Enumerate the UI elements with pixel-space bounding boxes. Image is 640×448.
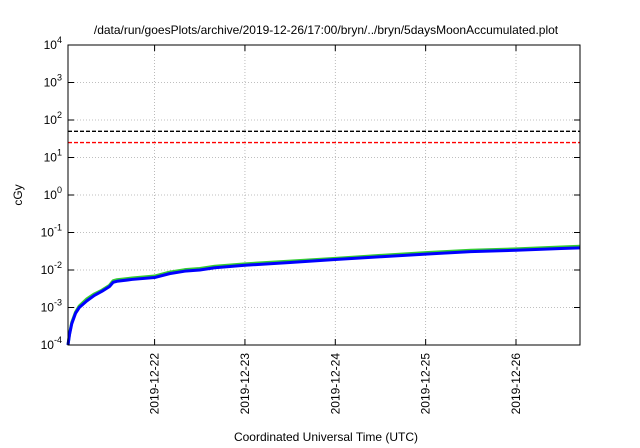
reference-lines bbox=[68, 130, 580, 144]
x-tick-label: 2019-12-25 bbox=[419, 353, 433, 415]
x-tick-label: 2019-12-24 bbox=[328, 353, 342, 415]
x-axis-label: Coordinated Universal Time (UTC) bbox=[234, 430, 418, 444]
x-tick-labels: 2019-12-22 2019-12-23 2019-12-24 2019-12-25… bbox=[148, 353, 523, 415]
tick-marks bbox=[68, 44, 580, 346]
y-axis-label: cGy bbox=[11, 184, 25, 205]
grid bbox=[68, 45, 580, 345]
y-tick-label: 10-3 bbox=[41, 298, 62, 315]
y-tick-label: 104 bbox=[44, 35, 62, 52]
x-tick-label: 2019-12-26 bbox=[509, 353, 523, 415]
y-tick-labels: 10-4 10-3 10-2 10-1 100 101 102 103 104 bbox=[41, 35, 62, 352]
y-tick-label: 103 bbox=[44, 73, 62, 90]
y-tick-label: 101 bbox=[44, 148, 62, 165]
y-tick-label: 10-4 bbox=[41, 335, 62, 352]
x-tick-label: 2019-12-23 bbox=[238, 353, 252, 415]
y-tick-label: 10-1 bbox=[41, 223, 62, 240]
x-tick-label: 2019-12-22 bbox=[148, 353, 162, 415]
chart-title: /data/run/goesPlots/archive/2019-12-26/1… bbox=[94, 23, 559, 37]
y-tick-label: 100 bbox=[44, 185, 62, 202]
y-tick-label: 10-2 bbox=[41, 260, 62, 277]
series-line bbox=[66, 246, 581, 346]
y-tick-label: 102 bbox=[44, 110, 62, 127]
series-layer bbox=[66, 244, 581, 346]
